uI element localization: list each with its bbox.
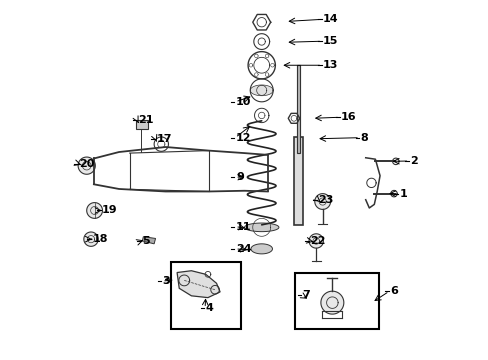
Bar: [296, 65, 300, 153]
Text: 18: 18: [92, 234, 108, 244]
Text: 15: 15: [323, 36, 338, 46]
Text: 8: 8: [360, 133, 367, 143]
Text: 24: 24: [235, 244, 251, 254]
Text: 13: 13: [323, 60, 338, 70]
Polygon shape: [250, 244, 272, 254]
Text: 6: 6: [389, 286, 397, 296]
Polygon shape: [177, 271, 220, 298]
Polygon shape: [314, 194, 330, 210]
Text: 10: 10: [235, 97, 251, 107]
Text: 17: 17: [156, 134, 171, 144]
Text: 1: 1: [399, 189, 407, 199]
Text: 7: 7: [302, 291, 310, 301]
Text: 16: 16: [340, 112, 356, 122]
Polygon shape: [250, 85, 273, 96]
Polygon shape: [86, 203, 102, 219]
Text: 4: 4: [205, 303, 213, 314]
Text: 3: 3: [163, 276, 170, 286]
Bar: [171, 262, 241, 329]
Text: 11: 11: [235, 222, 251, 231]
Text: 14: 14: [323, 14, 338, 24]
Text: 21: 21: [137, 115, 153, 125]
Polygon shape: [308, 234, 323, 248]
Polygon shape: [244, 223, 278, 231]
Text: 9: 9: [235, 172, 244, 182]
Bar: [136, 120, 148, 129]
Bar: [293, 137, 302, 225]
Polygon shape: [78, 157, 95, 174]
Text: 22: 22: [310, 236, 325, 246]
Text: 20: 20: [79, 159, 94, 169]
Polygon shape: [142, 237, 155, 244]
Text: 23: 23: [318, 195, 333, 205]
Polygon shape: [320, 291, 343, 314]
Polygon shape: [83, 232, 98, 246]
Text: 12: 12: [235, 133, 251, 143]
Text: 5: 5: [142, 236, 149, 246]
Text: 2: 2: [409, 156, 417, 166]
Text: 19: 19: [102, 206, 117, 216]
Bar: [294, 273, 378, 329]
